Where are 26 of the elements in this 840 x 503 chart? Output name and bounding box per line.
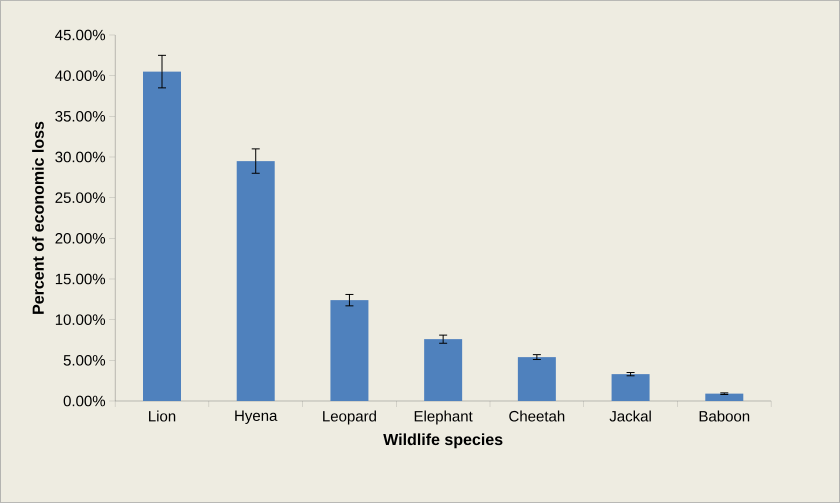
x-tick-label: Elephant	[414, 410, 473, 425]
y-tick-label: 20.00%	[55, 233, 106, 244]
y-tick-label: 0.00%	[64, 396, 106, 406]
x-tick-label: Baboon	[700, 410, 750, 422]
y-axis-title: Percent of economic loss	[32, 122, 44, 314]
y-tick-label: 40.00%	[55, 70, 106, 81]
y-tick-label: 15.00%	[56, 274, 106, 284]
x-tick-label: Leopard	[323, 410, 376, 425]
y-tick-label: 25.00%	[55, 192, 106, 203]
x-axis-title: Wildlife species	[383, 433, 502, 448]
x-tick-label: Lion	[149, 410, 176, 422]
bar	[424, 339, 462, 401]
bar	[330, 300, 368, 401]
x-tick-label: Cheetah	[509, 410, 564, 422]
y-tick-label: 45.00%	[55, 30, 106, 40]
bar	[518, 357, 556, 401]
y-tick-label: 5.00%	[64, 355, 106, 366]
bar	[236, 161, 275, 401]
bar	[612, 374, 650, 401]
y-tick-label: 30.00%	[55, 152, 106, 162]
bar	[143, 72, 181, 401]
y-tick-label: 35.00%	[55, 111, 106, 122]
x-tick-label: Jackal	[610, 410, 651, 422]
bar	[705, 394, 744, 401]
y-tick-label: 10.00%	[56, 314, 106, 325]
x-tick-label: Hyena	[235, 410, 278, 424]
